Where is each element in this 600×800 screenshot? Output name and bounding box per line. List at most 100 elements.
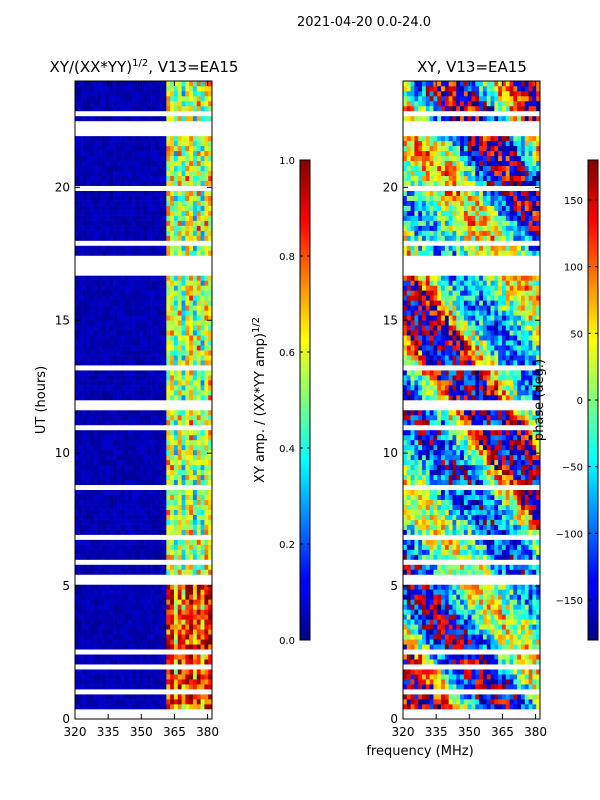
amplitude-cell [208,554,213,560]
amplitude-cell [78,414,83,421]
amplitude-cell [151,390,156,396]
amplitude-cell [113,115,118,122]
amplitude-cell [86,434,91,441]
amplitude-cell [162,370,167,376]
amplitude-cell [173,370,179,376]
amplitude-cell [86,614,91,620]
phase-cell [467,584,472,590]
amplitude-title-tail: , V13=EA15 [148,58,238,76]
amplitude-cell [143,345,148,351]
phase-cell [471,634,476,640]
amplitude-cell [177,554,182,560]
amplitude-cell [124,624,129,630]
amplitude-cell [162,539,167,545]
amplitude-cell [105,385,110,391]
amplitude-cell [113,584,118,590]
amplitude-cell [86,315,91,321]
amplitude-cell [196,439,201,446]
phase-cell [425,644,430,650]
amplitude-cell [105,524,110,530]
amplitude-cell [94,250,99,256]
amplitude-cell [90,479,95,486]
amplitude-cell [185,634,190,640]
amplitude-cell [162,275,167,281]
phase-cell [517,519,522,525]
phase-cell [498,594,503,600]
flagged-row [75,260,212,266]
amplitude-cell [189,195,194,201]
phase-cell [460,704,465,710]
amplitude-cell [200,459,205,466]
amplitude-cell [196,210,201,216]
amplitude-cell [97,160,102,167]
amplitude-cell [185,250,190,256]
amplitude-cell [132,100,137,107]
amplitude-cell [204,95,209,102]
amplitude-cell [151,619,156,625]
amplitude-cell [204,300,209,306]
amplitude-cell [147,235,152,241]
phase-cell [475,564,480,570]
phase-cell [528,589,533,595]
amplitude-cell [170,454,175,461]
amplitude-cell [208,245,213,251]
amplitude-cell [170,504,175,510]
phase-cell [429,519,434,525]
amplitude-cell [181,489,186,496]
amplitude-cell [173,564,179,570]
amplitude-cell [170,275,175,281]
amplitude-cell [162,414,167,421]
amplitude-colorbar-label-main: XY amp. / (XX*YY amp) [253,333,268,483]
flagged-row [403,649,540,655]
amplitude-cell [181,380,186,386]
amplitude-cell [151,624,156,630]
amplitude-cell [151,674,156,680]
amplitude-cell [101,340,106,346]
phase-cell [513,619,518,625]
amplitude-cell [192,105,198,112]
phase-cell [471,639,476,645]
amplitude-cell [120,95,125,102]
amplitude-cell [189,175,194,181]
amplitude-cell [154,639,160,645]
amplitude-cell [196,594,201,600]
amplitude-cell [78,654,83,660]
amplitude-cell [177,95,182,102]
amplitude-cell [200,634,205,640]
phase-cell [479,599,484,605]
phase-cell [479,634,484,640]
phase-cell [501,519,507,525]
amplitude-cell [90,390,95,396]
amplitude-cell [120,200,125,206]
amplitude-cell [132,335,137,341]
amplitude-cell [124,220,129,226]
amplitude-cell [90,225,95,231]
amplitude-cell [170,390,175,396]
amplitude-cell [162,454,167,461]
amplitude-cell [78,639,83,645]
amplitude-cell [147,230,152,236]
amplitude-cell [177,419,182,426]
phase-cell [403,564,408,570]
amplitude-cell [162,679,167,685]
phase-cell [494,564,499,570]
amplitude-cell [109,190,114,196]
amplitude-cell [189,659,194,665]
amplitude-cell [147,90,152,97]
phase-cell [406,694,411,700]
phase-cell [452,609,457,615]
amplitude-cell [78,395,83,401]
phase-cell [418,619,423,625]
amplitude-cell [170,494,175,500]
amplitude-cell [170,599,175,605]
phase-cell [403,524,408,530]
amplitude-cell [135,325,140,331]
amplitude-cell [200,464,205,471]
amplitude-cell [181,81,186,87]
amplitude-cell [204,170,209,177]
amplitude-cell [177,594,182,600]
amplitude-cell [151,325,156,331]
amplitude-cell [75,300,80,306]
amplitude-cell [208,469,213,476]
amplitude-cell [101,419,106,426]
